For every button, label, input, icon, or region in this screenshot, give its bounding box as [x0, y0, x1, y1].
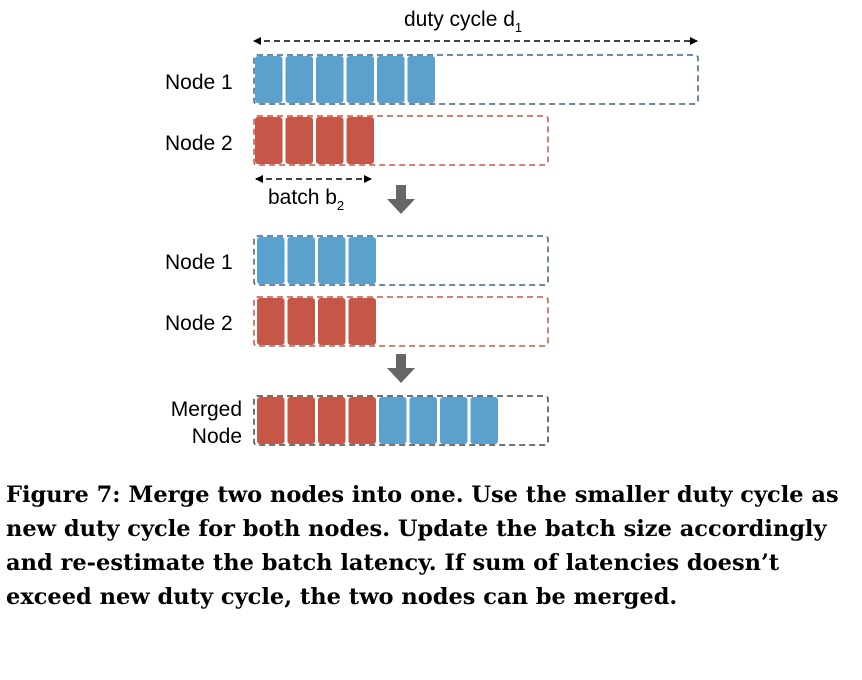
figure-caption: Figure 7: Merge two nodes into one. Use …: [6, 482, 839, 610]
down-arrow-1: [387, 185, 415, 214]
node1-blocks-after: [257, 237, 376, 284]
node2-batch-block-before-3: [316, 117, 344, 164]
merged-blue-block-4: [470, 397, 498, 444]
node1-batch-block-before-1: [255, 56, 283, 103]
node2-label-after: Node 2: [165, 312, 233, 335]
merge-diagram: duty cycle d1 Node 1 Node 2 batch b2 Nod…: [165, 8, 699, 448]
node1-batch-block-before-3: [316, 56, 344, 103]
merged-red-block-1: [257, 397, 285, 444]
merged-duty-box: [253, 395, 549, 446]
node2-batch-block-before-4: [346, 117, 374, 164]
node1-batch-block-before-5: [377, 56, 405, 103]
node2-blocks-after: [257, 298, 376, 345]
duty-cycle-label: duty cycle d1: [404, 8, 522, 35]
node2-duty-box-before: [253, 115, 549, 166]
node1-duty-box-after: [253, 235, 549, 286]
node1-batch-block-before-4: [346, 56, 374, 103]
node2-batch-block-after-1: [257, 298, 285, 345]
node2-duty-box-after: [253, 296, 549, 347]
node1-batch-block-before-2: [285, 56, 313, 103]
merged-red-block-2: [287, 397, 315, 444]
merged-label-line1: Merged: [171, 398, 242, 421]
merged-blue-block-3: [440, 397, 468, 444]
node1-batch-block-after-1: [257, 237, 285, 284]
down-arrow-2: [387, 354, 415, 383]
merged-blue-block-1: [379, 397, 407, 444]
node1-label-before: Node 1: [165, 71, 233, 94]
merged-red-block-3: [318, 397, 346, 444]
merged-blocks: [257, 397, 498, 444]
node2-batch-block-after-3: [318, 298, 346, 345]
node1-blocks-before: [255, 56, 435, 103]
node1-batch-block-before-6: [407, 56, 435, 103]
merged-red-block-4: [348, 397, 376, 444]
node1-batch-block-after-4: [348, 237, 376, 284]
node2-batch-block-after-2: [287, 298, 315, 345]
merged-blue-block-2: [409, 397, 437, 444]
node2-batch-block-before-2: [285, 117, 313, 164]
batch-label: batch b2: [268, 186, 344, 213]
node1-batch-block-after-2: [287, 237, 315, 284]
node2-batch-block-after-4: [348, 298, 376, 345]
node1-batch-block-after-3: [318, 237, 346, 284]
node1-label-after: Node 1: [165, 251, 233, 274]
node2-label-before: Node 2: [165, 132, 233, 155]
node2-batch-block-before-1: [255, 117, 283, 164]
node2-blocks-before: [255, 117, 374, 164]
merged-label-line2: Node: [192, 425, 242, 448]
node1-duty-box-before: [253, 54, 699, 105]
